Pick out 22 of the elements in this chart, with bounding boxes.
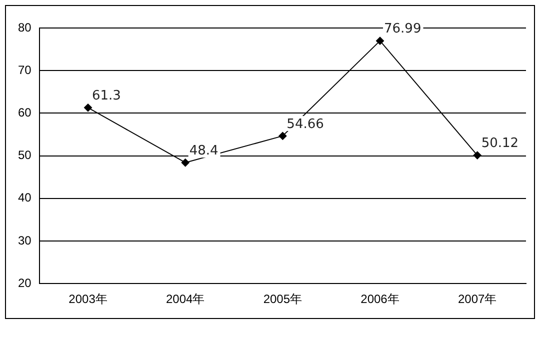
y-tick-label: 20 — [18, 276, 32, 290]
y-tick-label: 50 — [18, 148, 32, 162]
y-tick-label: 80 — [18, 20, 32, 34]
data-label: 61.3 — [92, 88, 121, 104]
x-tick-label: 2007年 — [458, 292, 497, 306]
y-tick-label: 60 — [18, 106, 32, 120]
x-tick-label: 2004年 — [166, 292, 205, 306]
x-tick-label: 2005年 — [263, 292, 302, 306]
data-label: 48.4 — [189, 143, 218, 158]
point — [181, 158, 190, 167]
y-tick-label: 30 — [18, 233, 32, 248]
point — [84, 104, 92, 112]
y-tick-label: 70 — [18, 62, 32, 77]
point — [473, 151, 482, 160]
point — [278, 132, 287, 140]
data-label: 50.12 — [481, 136, 519, 152]
x-tick-label: 2003年 — [68, 292, 108, 306]
x-tick-label: 2006年 — [360, 292, 400, 306]
data-label: 54.66 — [286, 116, 324, 132]
y-tick-label: 40 — [18, 190, 32, 205]
point — [376, 36, 384, 45]
data-label: 76.99 — [384, 22, 422, 37]
